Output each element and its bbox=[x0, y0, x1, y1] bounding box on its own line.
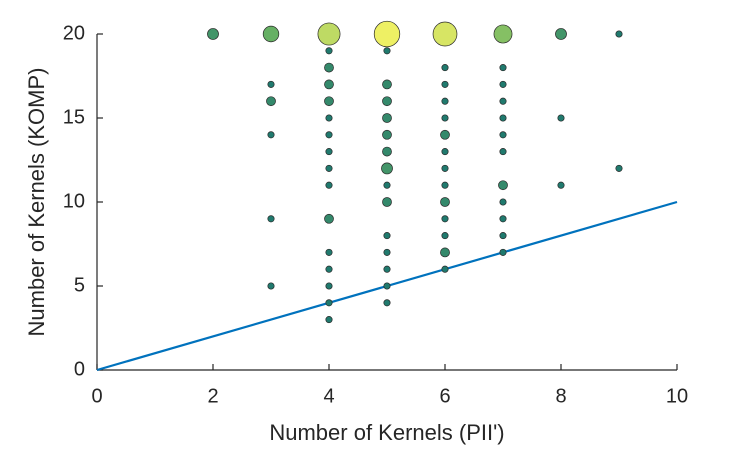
point bbox=[324, 213, 334, 224]
point bbox=[325, 299, 333, 307]
point bbox=[325, 114, 333, 122]
y-tick-label: 15 bbox=[63, 106, 85, 128]
point bbox=[499, 215, 507, 223]
x-axis-label: Number of Kernels (PII') bbox=[269, 420, 504, 445]
point bbox=[499, 64, 507, 72]
point bbox=[383, 282, 391, 290]
point bbox=[382, 79, 392, 90]
point bbox=[498, 180, 508, 191]
point bbox=[615, 164, 623, 172]
point bbox=[499, 148, 507, 156]
point bbox=[317, 22, 341, 46]
x-tick-label: 6 bbox=[439, 385, 450, 407]
point bbox=[499, 114, 507, 122]
point bbox=[207, 28, 219, 40]
point bbox=[441, 114, 449, 122]
point bbox=[383, 248, 391, 256]
point bbox=[441, 164, 449, 172]
point bbox=[499, 232, 507, 240]
point bbox=[324, 79, 334, 90]
point bbox=[382, 129, 392, 140]
point bbox=[383, 47, 391, 55]
point bbox=[441, 265, 449, 273]
point bbox=[499, 248, 507, 256]
point bbox=[557, 114, 565, 122]
point bbox=[441, 97, 449, 105]
point bbox=[324, 62, 334, 73]
point bbox=[440, 129, 450, 140]
point bbox=[555, 28, 567, 40]
point bbox=[382, 113, 392, 123]
point bbox=[382, 146, 392, 157]
point bbox=[440, 247, 450, 258]
point bbox=[382, 96, 392, 107]
point bbox=[325, 265, 333, 273]
point bbox=[441, 232, 449, 240]
point bbox=[499, 198, 507, 206]
point bbox=[267, 215, 275, 223]
point bbox=[262, 25, 280, 43]
x-tick-label: 2 bbox=[207, 385, 218, 407]
point bbox=[557, 181, 565, 189]
point bbox=[324, 96, 334, 107]
y-tick-label: 5 bbox=[74, 274, 85, 296]
point bbox=[267, 131, 275, 139]
x-tick-label: 8 bbox=[555, 385, 566, 407]
point bbox=[266, 96, 276, 107]
point bbox=[432, 21, 458, 47]
point bbox=[381, 162, 393, 175]
x-tick-label: 4 bbox=[323, 385, 334, 407]
point bbox=[441, 64, 449, 72]
y-tick-label: 10 bbox=[63, 190, 85, 212]
point bbox=[325, 248, 333, 256]
point bbox=[325, 47, 333, 55]
x-tick-label: 10 bbox=[666, 385, 688, 407]
point bbox=[499, 80, 507, 88]
y-tick-label: 0 bbox=[74, 358, 85, 380]
point bbox=[441, 215, 449, 223]
point bbox=[325, 282, 333, 290]
point bbox=[325, 131, 333, 139]
point bbox=[441, 181, 449, 189]
point bbox=[441, 80, 449, 88]
y-axis-label: Number of Kernels (KOMP) bbox=[24, 68, 49, 337]
y-tick-label: 20 bbox=[63, 22, 85, 44]
point bbox=[382, 197, 392, 207]
point bbox=[383, 181, 391, 189]
point bbox=[493, 24, 513, 44]
point bbox=[267, 282, 275, 290]
point bbox=[325, 316, 333, 324]
x-tick-label: 0 bbox=[91, 385, 102, 407]
point bbox=[373, 20, 401, 48]
point bbox=[615, 30, 623, 38]
point bbox=[383, 299, 391, 307]
point bbox=[499, 131, 507, 139]
point bbox=[267, 80, 275, 88]
point bbox=[325, 164, 333, 172]
point bbox=[383, 265, 391, 273]
point bbox=[440, 197, 450, 207]
point bbox=[499, 97, 507, 105]
point bbox=[325, 181, 333, 189]
point bbox=[383, 232, 391, 240]
point bbox=[325, 148, 333, 156]
point bbox=[441, 148, 449, 156]
